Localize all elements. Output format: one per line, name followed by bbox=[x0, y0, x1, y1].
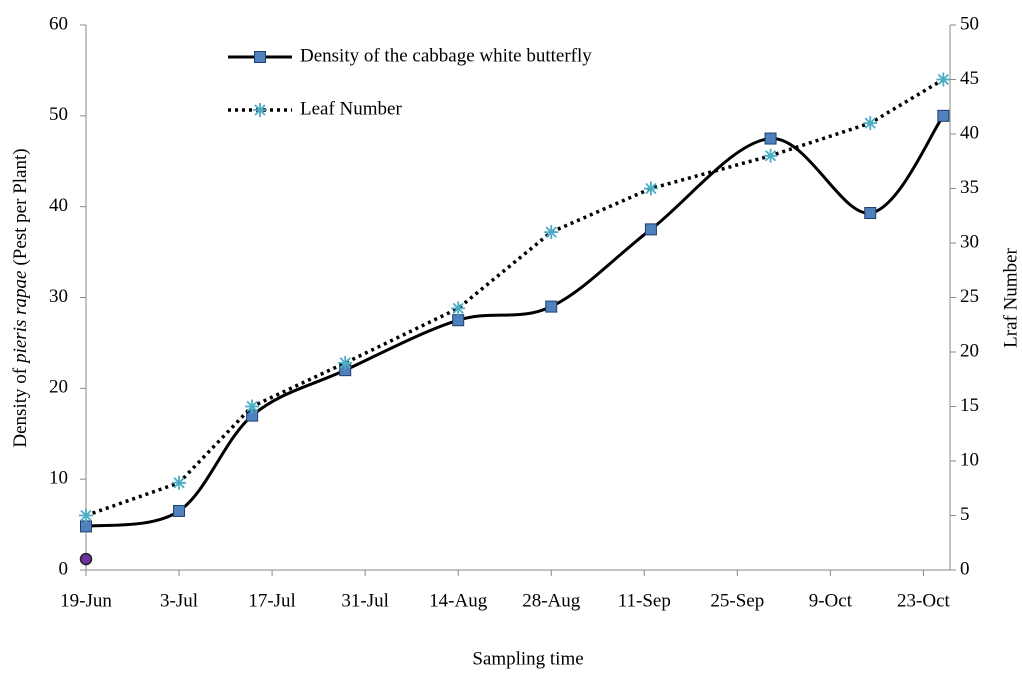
y2-tick-label: 10 bbox=[960, 449, 979, 470]
y2-tick-label: 30 bbox=[960, 231, 979, 252]
x-tick-label: 19-Jun bbox=[60, 590, 112, 611]
y-tick-label: 20 bbox=[49, 377, 68, 398]
data-point bbox=[451, 301, 466, 316]
y2-tick-label: 0 bbox=[960, 558, 970, 579]
data-point bbox=[545, 300, 558, 313]
data-point bbox=[936, 72, 951, 87]
data-point bbox=[245, 399, 260, 414]
data-point bbox=[764, 132, 777, 145]
y2-tick-label: 15 bbox=[960, 395, 979, 416]
data-point bbox=[864, 207, 877, 220]
y-tick-label: 40 bbox=[49, 195, 68, 216]
x-tick-label: 9-Oct bbox=[809, 590, 853, 611]
data-point bbox=[172, 475, 187, 490]
data-point bbox=[763, 148, 778, 163]
y-label-part: pieris rapae bbox=[10, 271, 31, 365]
y-tick-label: 0 bbox=[59, 558, 69, 579]
y-tick-label: 50 bbox=[49, 104, 68, 125]
x-tick-label: 11-Sep bbox=[618, 590, 671, 611]
y2-tick-label: 25 bbox=[960, 286, 979, 307]
data-point bbox=[79, 552, 93, 566]
legend-marker bbox=[254, 51, 266, 63]
series-line bbox=[85, 114, 945, 528]
y2-axis-label: Lraf Number bbox=[1000, 247, 1021, 347]
data-point bbox=[79, 508, 93, 523]
y-label-part: (Pest per Plant) bbox=[10, 148, 31, 265]
data-point bbox=[643, 181, 658, 196]
y-tick-label: 10 bbox=[49, 468, 68, 489]
data-point bbox=[80, 520, 92, 533]
legend-label: Density of the cabbage white butterfly bbox=[300, 45, 592, 66]
x-tick-label: 23-Oct bbox=[897, 590, 950, 611]
y2-tick-label: 35 bbox=[960, 177, 979, 198]
data-point bbox=[338, 355, 353, 370]
x-tick-label: 31-Jul bbox=[341, 590, 389, 611]
legend-marker bbox=[253, 103, 267, 117]
x-tick-label: 3-Jul bbox=[160, 590, 198, 611]
data-point bbox=[452, 314, 465, 327]
data-point bbox=[937, 109, 950, 122]
x-tick-label: 25-Sep bbox=[710, 590, 764, 611]
y2-tick-label: 45 bbox=[960, 68, 979, 89]
legend-label: Leaf Number bbox=[300, 98, 402, 119]
y-axis-label: Density ofpieris rapae (Pest per Plant) bbox=[10, 148, 31, 447]
y2-tick-label: 20 bbox=[960, 340, 979, 361]
x-tick-label: 28-Aug bbox=[522, 590, 581, 611]
x-axis-label: Sampling time bbox=[472, 648, 583, 669]
y-tick-label: 60 bbox=[49, 13, 68, 34]
y2-tick-label: 40 bbox=[960, 122, 979, 143]
x-tick-label: 14-Aug bbox=[429, 590, 488, 611]
data-point bbox=[544, 225, 559, 240]
data-point bbox=[863, 116, 878, 131]
data-point bbox=[644, 223, 657, 236]
y-tick-label: 30 bbox=[49, 286, 68, 307]
y2-tick-label: 5 bbox=[960, 504, 970, 525]
data-point bbox=[173, 504, 186, 517]
series-line bbox=[85, 77, 945, 518]
y-label-part: Density of bbox=[10, 367, 31, 447]
y2-tick-label: 50 bbox=[960, 13, 979, 34]
x-tick-label: 17-Jul bbox=[248, 590, 296, 611]
